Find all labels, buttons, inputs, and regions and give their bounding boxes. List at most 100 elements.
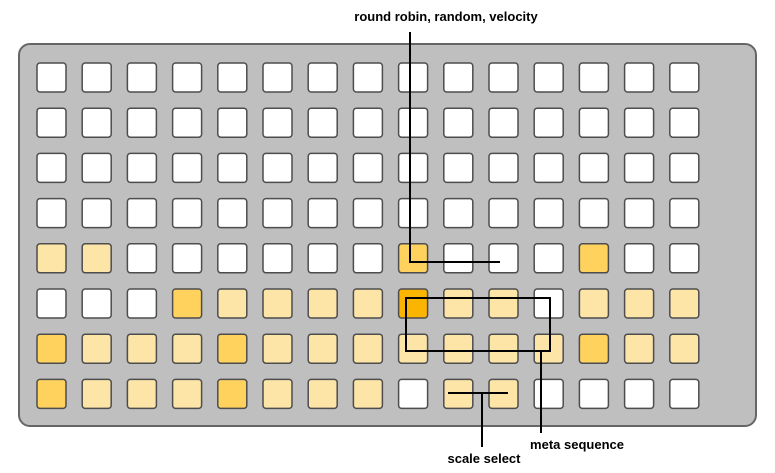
pad-key xyxy=(578,62,610,93)
pad-key xyxy=(171,333,203,364)
pad-key xyxy=(533,62,564,93)
round-robin-label: round robin, random, velocity xyxy=(354,9,538,24)
pad-key xyxy=(533,107,564,138)
meta-sequence-bracket xyxy=(405,297,551,352)
pad-key xyxy=(669,62,700,93)
pad-key xyxy=(36,197,67,229)
scale-select-callout-line xyxy=(448,392,508,447)
pad-key xyxy=(443,107,474,138)
round-robin-callout-line xyxy=(409,32,500,263)
pad-key xyxy=(397,243,429,274)
pad-key xyxy=(36,62,67,93)
pad-key xyxy=(533,152,564,184)
pad-key xyxy=(669,197,700,229)
pad-key xyxy=(217,288,248,319)
pad-key xyxy=(352,288,384,319)
controller-body xyxy=(18,43,757,427)
pad-key xyxy=(623,288,655,319)
scale-select-label: scale select xyxy=(447,451,521,466)
pad-key xyxy=(533,197,564,229)
pad-key xyxy=(262,152,293,184)
pad-key xyxy=(669,152,700,184)
pad-key xyxy=(397,152,429,184)
pad-key xyxy=(533,243,564,274)
pad-key xyxy=(171,378,203,410)
pad-key xyxy=(307,243,338,274)
pad-key xyxy=(488,243,519,274)
pad-key xyxy=(443,243,474,274)
meta-sequence-label: meta sequence xyxy=(530,437,624,452)
pad-key xyxy=(262,288,293,319)
pad-key xyxy=(171,62,203,93)
pad-key xyxy=(307,378,338,410)
pad-key xyxy=(578,288,610,319)
pad-key xyxy=(352,333,384,364)
pad-key xyxy=(669,378,700,410)
pad-key xyxy=(578,152,610,184)
pad-key xyxy=(352,62,384,93)
pad-key xyxy=(262,197,293,229)
pad-key xyxy=(81,197,112,229)
pad-key xyxy=(126,152,158,184)
pad-key xyxy=(307,107,338,138)
pad-key xyxy=(397,378,429,410)
pad-key xyxy=(171,288,203,319)
pad-key xyxy=(307,197,338,229)
pad-key xyxy=(488,107,519,138)
pad-key xyxy=(217,107,248,138)
pad-key xyxy=(126,107,158,138)
pad-key xyxy=(443,152,474,184)
pad-key xyxy=(171,197,203,229)
pad-key xyxy=(578,333,610,364)
callout-lines xyxy=(405,32,551,447)
pad-key xyxy=(352,378,384,410)
pad-key xyxy=(81,62,112,93)
pad-key xyxy=(443,333,474,364)
pad-key xyxy=(623,378,655,410)
pad-key xyxy=(623,152,655,184)
pad-key xyxy=(126,197,158,229)
pad-key xyxy=(669,107,700,138)
pad-key xyxy=(397,333,429,364)
pad-key xyxy=(623,333,655,364)
pad-key xyxy=(126,378,158,410)
pad-key xyxy=(443,288,474,319)
pad-key xyxy=(578,243,610,274)
pad-key xyxy=(171,152,203,184)
pad-key xyxy=(126,62,158,93)
pad-key xyxy=(488,152,519,184)
pad-key xyxy=(669,288,700,319)
pad-key xyxy=(81,378,112,410)
pad-key xyxy=(488,333,519,364)
pad-key xyxy=(352,152,384,184)
pad-key xyxy=(81,152,112,184)
pad-key xyxy=(623,197,655,229)
pad-key xyxy=(262,62,293,93)
pad-key xyxy=(217,152,248,184)
pad-key xyxy=(307,152,338,184)
pad-key xyxy=(488,288,519,319)
pad-key xyxy=(126,288,158,319)
pad-key xyxy=(623,62,655,93)
pad-key xyxy=(36,107,67,138)
pad-key xyxy=(171,107,203,138)
pad-key xyxy=(397,107,429,138)
pad-key xyxy=(217,333,248,364)
pad-key xyxy=(217,197,248,229)
pad-key xyxy=(623,243,655,274)
pad-key xyxy=(488,197,519,229)
pad-key xyxy=(262,333,293,364)
key-grid xyxy=(36,62,700,410)
pad-key xyxy=(352,107,384,138)
pad-key xyxy=(262,107,293,138)
pad-key xyxy=(36,288,67,319)
pad-key xyxy=(397,197,429,229)
pad-key xyxy=(81,288,112,319)
pad-key xyxy=(578,107,610,138)
pad-key xyxy=(217,243,248,274)
pad-key xyxy=(669,243,700,274)
pad-key xyxy=(669,333,700,364)
pad-key xyxy=(533,333,564,364)
